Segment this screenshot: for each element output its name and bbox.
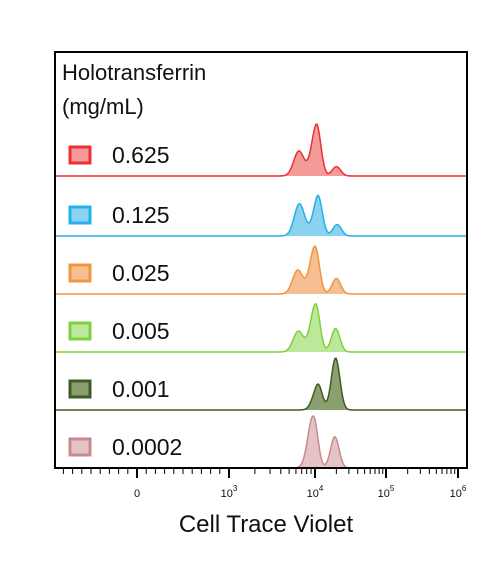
x-tick-label: 103 xyxy=(221,484,238,500)
legend: Holotransferrin (mg/mL) xyxy=(62,60,206,119)
x-axis-label: Cell Trace Violet xyxy=(179,511,354,538)
legend-swatch xyxy=(68,205,92,225)
series-0.125: 0.125 xyxy=(56,194,466,237)
legend-label: 0.025 xyxy=(112,260,170,286)
legend-swatch xyxy=(68,321,92,341)
series-0.001: 0.001 xyxy=(56,357,466,411)
histogram-outline xyxy=(56,357,466,411)
legend-label: 0.125 xyxy=(112,202,170,228)
series-0.025: 0.025 xyxy=(56,245,466,295)
legend-label: 0.0002 xyxy=(112,434,182,460)
plot-frame xyxy=(54,51,468,469)
legend-title-line1: Holotransferrin xyxy=(62,60,206,85)
x-axis: 0 103 104 105 106 xyxy=(62,468,467,500)
histogram-outline xyxy=(56,194,466,237)
histogram-outline xyxy=(56,245,466,295)
histogram-outline xyxy=(56,123,466,177)
ridge-histograms: 0.625 0.125 0.025 0.005 0.001 0.0002 xyxy=(56,123,466,469)
x-tick-label: 105 xyxy=(378,484,395,500)
series-0.005: 0.005 xyxy=(56,302,466,353)
x-tick-label: 104 xyxy=(307,484,324,500)
series-0.625: 0.625 xyxy=(56,123,466,177)
legend-title-line2: (mg/mL) xyxy=(62,94,144,119)
legend-label: 0.005 xyxy=(112,318,170,344)
x-tick-label: 0 xyxy=(134,488,140,500)
histogram-outline xyxy=(56,302,466,353)
legend-swatch xyxy=(68,437,92,457)
legend-label: 0.625 xyxy=(112,142,170,168)
legend-swatch xyxy=(68,263,92,283)
x-tick-label: 106 xyxy=(450,484,467,500)
series-0.0002: 0.0002 xyxy=(56,414,466,469)
legend-label: 0.001 xyxy=(112,376,170,402)
legend-swatch xyxy=(68,379,92,399)
legend-swatch xyxy=(68,145,92,165)
